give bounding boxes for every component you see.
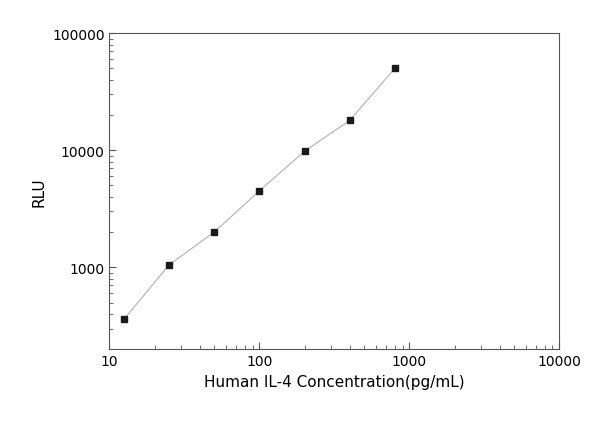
X-axis label: Human IL-4 Concentration(pg/mL): Human IL-4 Concentration(pg/mL) [204,374,465,389]
Y-axis label: RLU: RLU [32,177,46,207]
